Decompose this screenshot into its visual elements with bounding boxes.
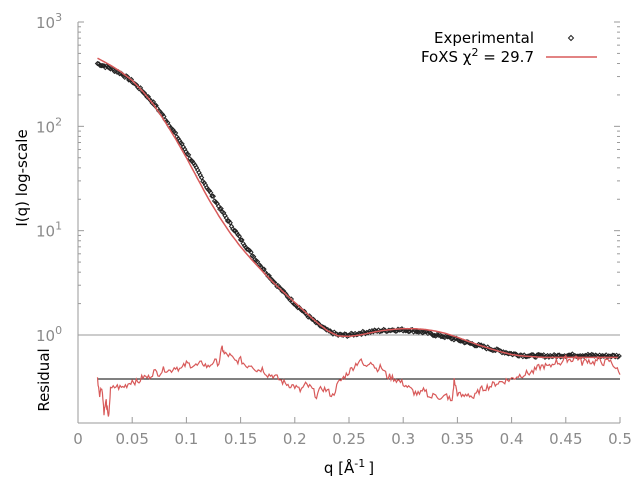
experimental-point	[244, 246, 250, 252]
experimental-point	[452, 335, 458, 342]
experimental-point	[496, 347, 503, 354]
experimental-point	[210, 193, 216, 200]
experimental-point	[227, 220, 233, 226]
experimental-point	[198, 174, 205, 181]
legend: Experimental FoXS χ2 = 29.7	[421, 29, 597, 66]
y-tick-label: 101	[36, 220, 62, 241]
experimental-point	[439, 333, 445, 340]
experimental-point	[615, 354, 621, 360]
experimental-point	[239, 237, 245, 243]
experimental-point	[448, 336, 455, 342]
experimental-point	[144, 94, 150, 100]
y-tick-exponent: 1	[55, 220, 62, 233]
y-tick-base: 10	[36, 14, 55, 32]
experimental-point	[507, 350, 513, 357]
residual-series	[96, 345, 621, 417]
y-tick-exponent: 0	[55, 324, 62, 337]
experimental-point	[517, 352, 523, 358]
y-axis-label: I(q) log-scale	[13, 129, 31, 226]
experimental-point	[248, 249, 254, 256]
experimental-point	[172, 130, 179, 136]
x-tick-label: 0.15	[224, 430, 257, 448]
experimental-point	[224, 218, 231, 224]
x-axis-label-end: ]	[368, 459, 374, 477]
experimental-point	[218, 205, 224, 212]
x-tick-label: 0.2	[283, 430, 307, 448]
experimental-point	[209, 193, 215, 199]
experimental-point	[185, 152, 192, 158]
legend-foxs-sup: 2	[471, 46, 478, 59]
x-tick-label: 0.05	[115, 430, 148, 448]
x-tick-label: 0.4	[500, 430, 524, 448]
y-tick-label: 100	[36, 324, 62, 345]
y-tick-exponent: 2	[55, 115, 62, 128]
experimental-point	[114, 69, 120, 75]
y-tick-label: 102	[36, 115, 62, 136]
main-series	[94, 57, 622, 361]
x-tick-label: 0.25	[332, 430, 365, 448]
x-axis-label: q [Å-1]	[324, 457, 374, 477]
experimental-point	[414, 328, 421, 335]
legend-foxs-text: FoXS χ	[421, 48, 472, 66]
residual-axis-label: Residual	[35, 348, 53, 411]
experimental-point	[318, 323, 324, 330]
x-tick-label: 0	[73, 430, 83, 448]
experimental-point	[332, 331, 339, 337]
x-tick-label: 0.5	[608, 430, 632, 448]
x-tick-label: 0.3	[391, 430, 415, 448]
y-tick-base: 10	[36, 327, 55, 345]
residual-plot-area: 0 0.05 0.1 0.15 0.2 0.25 0.3 0.35 0.4 0.45 0.5	[73, 335, 632, 448]
experimental-point	[111, 68, 118, 75]
residual-line	[96, 345, 621, 417]
experimental-point	[237, 237, 244, 243]
legend-label-foxs: FoXS χ2 = 29.7	[421, 46, 534, 66]
x-tick-label: 0.45	[549, 430, 582, 448]
foxs-fit-line	[97, 57, 618, 359]
x-tick-label: 0.35	[441, 430, 474, 448]
experimental-point	[231, 227, 237, 234]
legend-marker-experimental	[567, 34, 575, 42]
x-axis-label-sup: -1	[354, 457, 365, 470]
x-axis-label-base: q [Å	[324, 458, 355, 477]
y-tick-label: 103	[36, 11, 62, 32]
experimental-point	[217, 206, 223, 212]
x-tick-label: 0.1	[174, 430, 198, 448]
experimental-point	[616, 353, 622, 359]
y-tick-exponent: 3	[55, 11, 62, 24]
legend-label-experimental: Experimental	[434, 29, 534, 47]
y-tick-base: 10	[36, 118, 55, 136]
experimental-point	[236, 233, 243, 239]
experimental-series	[94, 60, 622, 361]
x-ticks: 0 0.05 0.1 0.15 0.2 0.25 0.3 0.35 0.4 0.45 0.5	[73, 417, 632, 448]
legend-foxs-suffix: = 29.7	[478, 48, 534, 66]
experimental-point	[140, 89, 146, 96]
y-tick-base: 10	[36, 223, 55, 241]
experimental-point	[435, 332, 442, 338]
